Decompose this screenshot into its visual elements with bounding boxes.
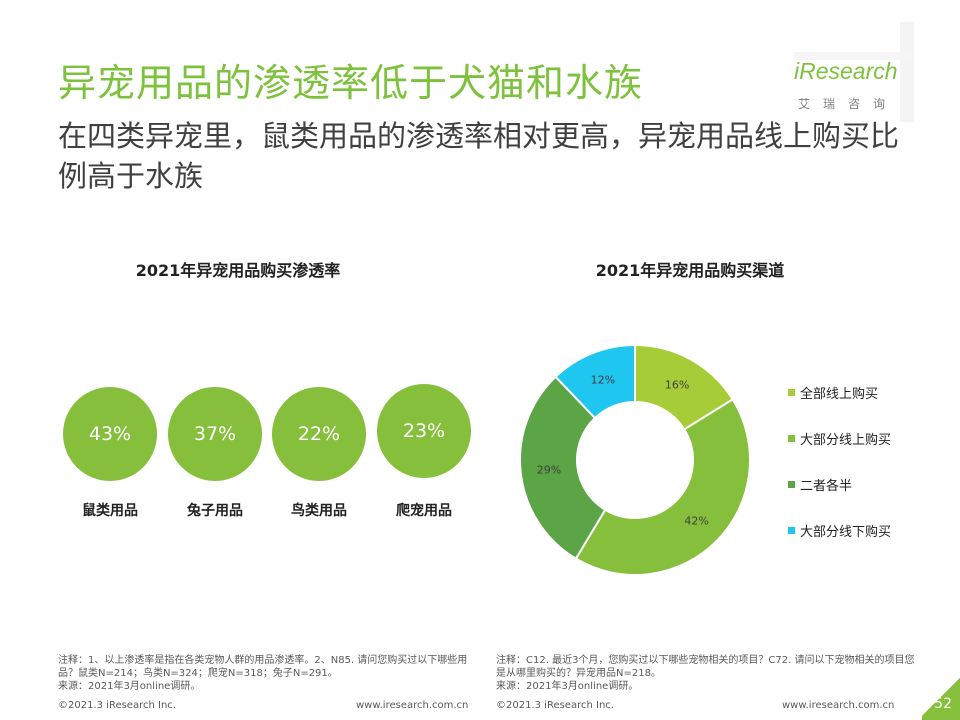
legend-label: 大部分线下购买	[800, 525, 892, 540]
legend-label: 二者各半	[800, 479, 853, 494]
legend-swatch	[788, 435, 795, 442]
donut-slice	[519, 375, 607, 561]
donut-data-label: 29%	[537, 464, 561, 477]
source-text: 来源：2021年3月online调研。	[496, 681, 639, 692]
donut-data-label: 42%	[684, 515, 708, 528]
iresearch-logo: iResearch 艾瑞咨询	[790, 22, 920, 122]
logo-decoration	[794, 52, 914, 60]
legend-item: 大部分线上购买	[788, 427, 891, 450]
penetration-label: 鼠类用品	[82, 503, 138, 519]
donut-slice	[554, 343, 636, 420]
legend-swatch	[788, 389, 795, 396]
footer-website: www.iresearch.com.cn	[782, 700, 895, 711]
donut-data-label: 12%	[591, 374, 615, 387]
penetration-label: 兔子用品	[187, 503, 243, 519]
footer-copyright: ©2021.3 iResearch Inc.	[496, 700, 614, 711]
penetration-label: 爬宠用品	[396, 503, 452, 519]
penetration-label: 鸟类用品	[291, 503, 347, 519]
legend-label: 全部线上购买	[800, 387, 879, 402]
logo-decoration	[900, 22, 914, 122]
footer-website: www.iresearch.com.cn	[356, 700, 469, 711]
page-title: 异宠用品的渗透率低于犬猫和水族	[58, 61, 644, 105]
page-number-badge: 52	[922, 674, 960, 720]
left-notes: 注释：1、以上渗透率是指在各类宠物人群的用品渗透率。2、N85. 请问您购买过以…	[58, 654, 478, 693]
note-text: 注释：1、以上渗透率是指在各类宠物人群的用品渗透率。2、N85. 请问您购买过以…	[58, 655, 468, 679]
chart-legend: 全部线上购买 大部分线上购买 二者各半 大部分线下购买	[788, 381, 891, 565]
logo-name: iResearch	[794, 58, 898, 84]
legend-swatch	[788, 481, 795, 488]
right-notes: 注释：C12. 最近3个月，您购买过以下哪些宠物相关的项目？C72. 请问以下宠…	[496, 654, 916, 693]
channel-donut-chart: 16% 42% 29% 12%	[519, 343, 751, 576]
source-text: 来源：2021年3月online调研。	[58, 681, 201, 692]
donut-slice	[574, 397, 751, 576]
legend-swatch	[788, 527, 795, 534]
penetration-bubble: 43%	[63, 387, 157, 481]
legend-item: 大部分线下购买	[788, 519, 891, 542]
penetration-bubble: 23%	[377, 384, 471, 478]
page-number: 52	[934, 696, 952, 712]
penetration-chart-title: 2021年异宠用品购买渗透率	[135, 261, 341, 280]
legend-item: 二者各半	[788, 473, 891, 496]
donut-data-label: 16%	[665, 378, 689, 391]
penetration-bubble: 22%	[272, 387, 366, 481]
footer-copyright: ©2021.3 iResearch Inc.	[58, 700, 176, 711]
page-subtitle: 在四类异宠里，鼠类用品的渗透率相对更高，异宠用品线上购买比例高于水族	[58, 119, 900, 193]
penetration-bubble: 37%	[168, 387, 262, 481]
legend-label: 大部分线上购买	[800, 433, 892, 448]
note-text: 注释：C12. 最近3个月，您购买过以下哪些宠物相关的项目？C72. 请问以下宠…	[496, 655, 915, 679]
channel-chart-title: 2021年异宠用品购买渠道	[595, 261, 785, 280]
legend-item: 全部线上购买	[788, 381, 891, 404]
logo-cn-name: 艾瑞咨询	[798, 97, 899, 111]
